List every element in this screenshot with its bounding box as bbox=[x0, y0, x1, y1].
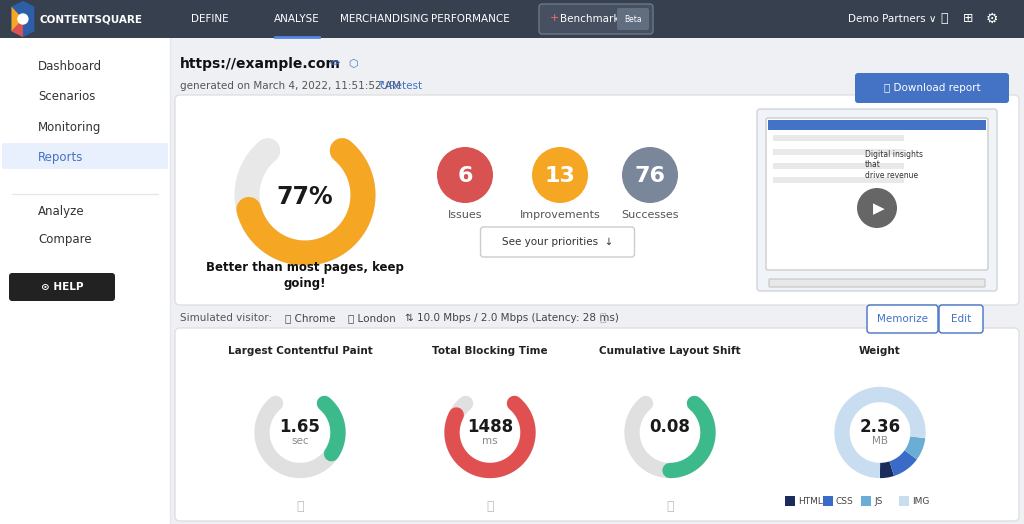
FancyBboxPatch shape bbox=[867, 305, 938, 333]
FancyBboxPatch shape bbox=[2, 143, 168, 169]
Text: 77%: 77% bbox=[276, 185, 334, 209]
Text: Compare: Compare bbox=[38, 234, 91, 246]
FancyBboxPatch shape bbox=[769, 279, 985, 287]
FancyBboxPatch shape bbox=[785, 496, 795, 506]
Text: Improvements: Improvements bbox=[519, 210, 600, 220]
Text: Analyze: Analyze bbox=[38, 205, 85, 219]
FancyBboxPatch shape bbox=[0, 38, 170, 524]
Text: generated on March 4, 2022, 11:51:52 AM: generated on March 4, 2022, 11:51:52 AM bbox=[180, 81, 400, 91]
Text: Monitoring: Monitoring bbox=[38, 121, 101, 134]
FancyBboxPatch shape bbox=[939, 305, 983, 333]
Text: ANALYSE: ANALYSE bbox=[274, 14, 319, 24]
Text: 🔔: 🔔 bbox=[940, 13, 947, 26]
FancyBboxPatch shape bbox=[773, 163, 904, 169]
Text: Demo Partners ∨: Demo Partners ∨ bbox=[848, 14, 937, 24]
FancyBboxPatch shape bbox=[766, 118, 988, 270]
Text: PERFORMANCE: PERFORMANCE bbox=[431, 14, 509, 24]
Text: 📍 London: 📍 London bbox=[348, 313, 395, 323]
Text: ⓘ: ⓘ bbox=[296, 499, 304, 512]
Text: Benchmark: Benchmark bbox=[560, 14, 620, 24]
Text: 13: 13 bbox=[545, 166, 575, 186]
Text: ⚙: ⚙ bbox=[986, 12, 998, 26]
Text: ms: ms bbox=[482, 436, 498, 446]
FancyBboxPatch shape bbox=[175, 95, 1019, 305]
Text: CONTENTSQUARE: CONTENTSQUARE bbox=[40, 14, 143, 24]
Text: 6: 6 bbox=[458, 166, 473, 186]
Polygon shape bbox=[11, 7, 23, 31]
Circle shape bbox=[17, 13, 29, 25]
Text: Edit: Edit bbox=[951, 314, 971, 324]
Text: Retest: Retest bbox=[389, 81, 422, 91]
Text: HTML: HTML bbox=[798, 497, 823, 506]
FancyBboxPatch shape bbox=[899, 496, 909, 506]
FancyBboxPatch shape bbox=[617, 8, 649, 30]
FancyBboxPatch shape bbox=[757, 109, 997, 291]
Text: Successes: Successes bbox=[622, 210, 679, 220]
Text: ⓘ: ⓘ bbox=[486, 499, 494, 512]
Text: JS: JS bbox=[874, 497, 883, 506]
Text: Better than most pages, keep: Better than most pages, keep bbox=[206, 261, 403, 275]
Polygon shape bbox=[11, 1, 34, 37]
Text: 🖨 Download report: 🖨 Download report bbox=[884, 83, 980, 93]
Text: going!: going! bbox=[284, 278, 327, 290]
Circle shape bbox=[622, 147, 678, 203]
Text: MB: MB bbox=[872, 436, 888, 446]
Text: See your priorities  ↓: See your priorities ↓ bbox=[502, 237, 613, 247]
Text: DEFINE: DEFINE bbox=[191, 14, 228, 24]
Text: Scenarios: Scenarios bbox=[38, 91, 95, 104]
FancyBboxPatch shape bbox=[0, 0, 1024, 38]
Text: Weight: Weight bbox=[859, 346, 901, 356]
Text: 🖥 Chrome: 🖥 Chrome bbox=[285, 313, 336, 323]
Text: ⓘ: ⓘ bbox=[667, 499, 674, 512]
Text: Beta: Beta bbox=[625, 15, 642, 24]
FancyBboxPatch shape bbox=[823, 496, 833, 506]
Text: 1.65: 1.65 bbox=[280, 419, 321, 436]
Text: Simulated visitor:: Simulated visitor: bbox=[180, 313, 272, 323]
Text: Reports: Reports bbox=[38, 150, 83, 163]
FancyBboxPatch shape bbox=[773, 149, 904, 155]
FancyBboxPatch shape bbox=[480, 227, 635, 257]
Text: ⊙ HELP: ⊙ HELP bbox=[41, 282, 83, 292]
Text: +: + bbox=[550, 13, 563, 23]
Text: MERCHANDISING: MERCHANDISING bbox=[340, 14, 428, 24]
Text: 76: 76 bbox=[635, 166, 666, 186]
Text: IMG: IMG bbox=[912, 497, 930, 506]
Text: ▶: ▶ bbox=[873, 202, 885, 216]
Text: Cumulative Layout Shift: Cumulative Layout Shift bbox=[599, 346, 740, 356]
Text: Dashboard: Dashboard bbox=[38, 60, 102, 73]
Circle shape bbox=[437, 147, 493, 203]
Text: 0.08: 0.08 bbox=[649, 419, 690, 436]
FancyBboxPatch shape bbox=[9, 273, 115, 301]
Text: 2.36: 2.36 bbox=[859, 419, 900, 436]
Text: Memorize: Memorize bbox=[877, 314, 928, 324]
Text: sec: sec bbox=[291, 436, 309, 446]
Text: Digital insights
that
drive revenue: Digital insights that drive revenue bbox=[865, 150, 923, 180]
Text: https://example.com: https://example.com bbox=[180, 57, 341, 71]
FancyBboxPatch shape bbox=[773, 177, 904, 183]
FancyBboxPatch shape bbox=[175, 328, 1019, 521]
Text: Largest Contentful Paint: Largest Contentful Paint bbox=[227, 346, 373, 356]
Circle shape bbox=[532, 147, 588, 203]
FancyBboxPatch shape bbox=[773, 135, 904, 141]
Text: CSS: CSS bbox=[836, 497, 854, 506]
Text: ⇅ 10.0 Mbps / 2.0 Mbps (Latency: 28 ms): ⇅ 10.0 Mbps / 2.0 Mbps (Latency: 28 ms) bbox=[406, 313, 618, 323]
Polygon shape bbox=[11, 19, 23, 37]
Circle shape bbox=[857, 188, 897, 228]
Text: ↻: ↻ bbox=[378, 80, 388, 93]
FancyBboxPatch shape bbox=[768, 120, 986, 130]
Text: Total Blocking Time: Total Blocking Time bbox=[432, 346, 548, 356]
FancyBboxPatch shape bbox=[861, 496, 871, 506]
Text: 1488: 1488 bbox=[467, 419, 513, 436]
Text: ⓘ: ⓘ bbox=[600, 313, 606, 323]
FancyBboxPatch shape bbox=[539, 4, 653, 34]
Text: ⬡: ⬡ bbox=[348, 59, 357, 69]
FancyBboxPatch shape bbox=[855, 73, 1009, 103]
Text: ✏: ✏ bbox=[330, 58, 341, 71]
Text: Issues: Issues bbox=[447, 210, 482, 220]
Text: ⊞: ⊞ bbox=[963, 13, 974, 26]
